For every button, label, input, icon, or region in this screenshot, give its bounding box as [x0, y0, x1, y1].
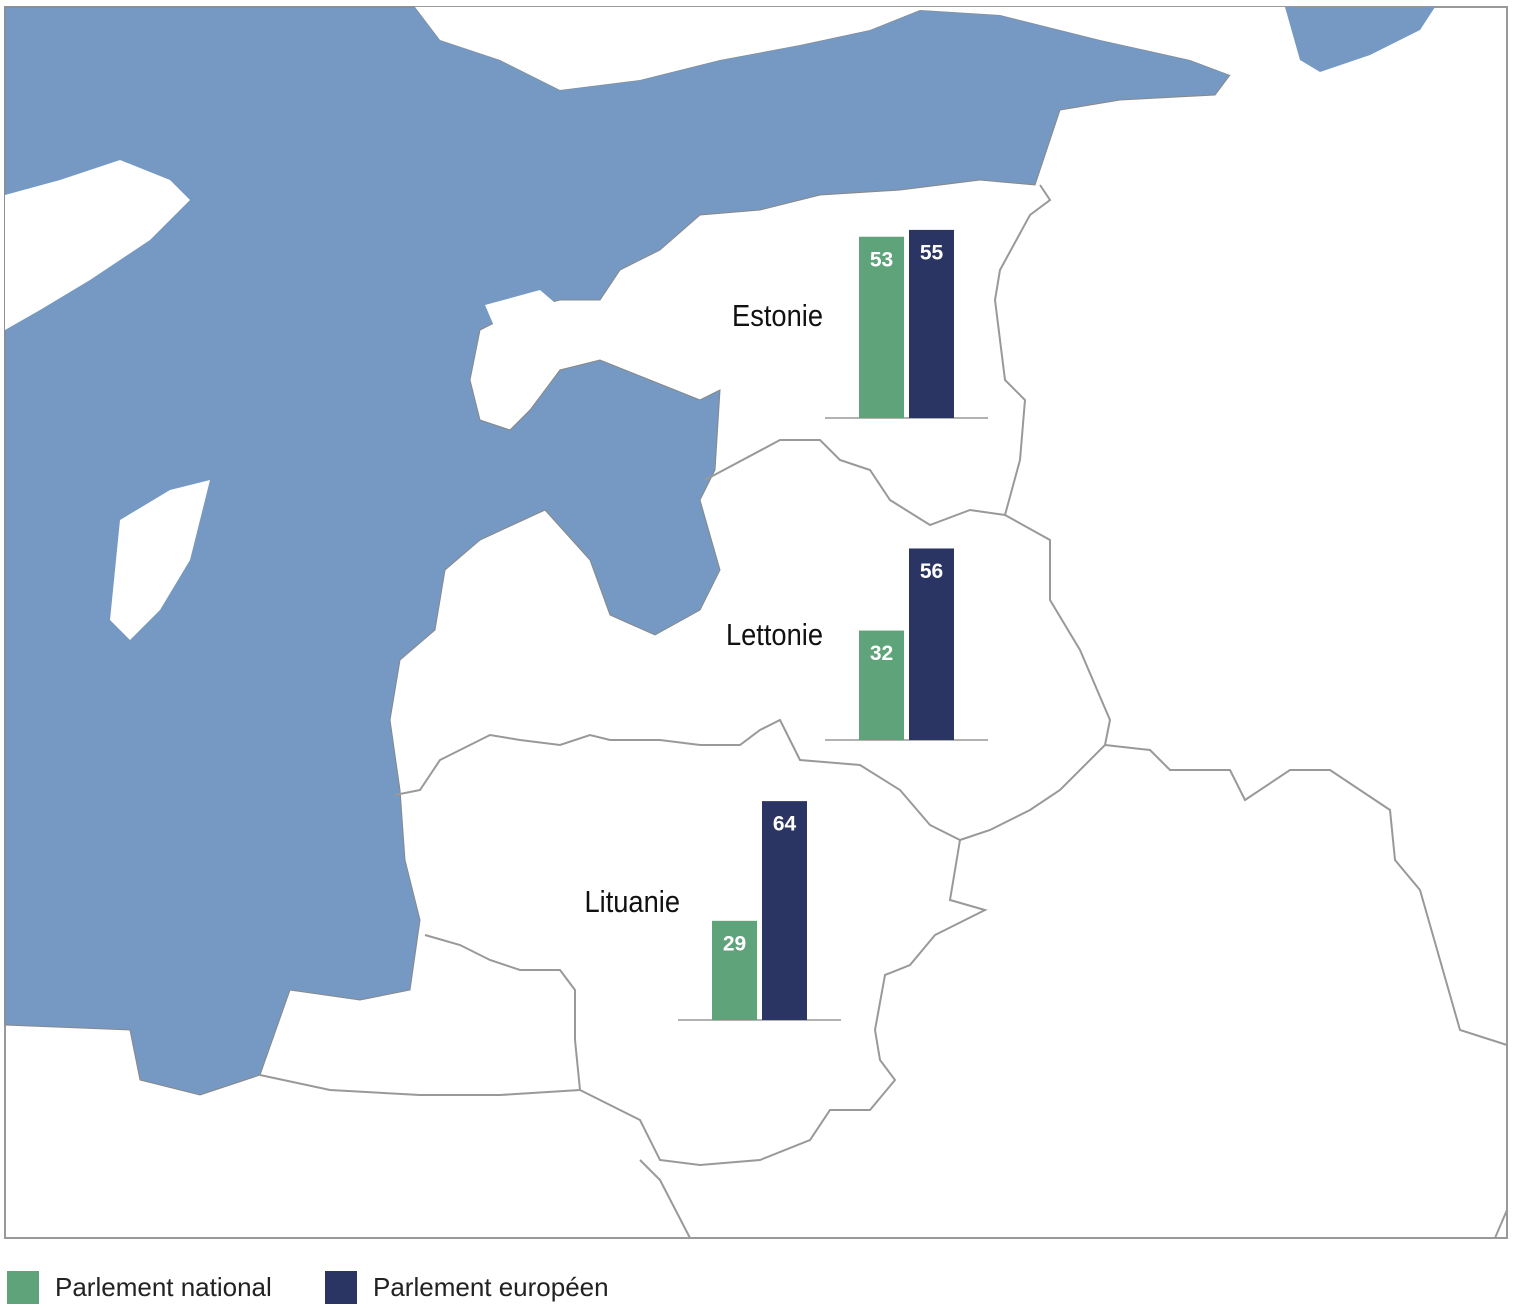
border [639, 1159, 691, 1239]
border [394, 514, 1112, 842]
charts: Estonie 53 55 Lettonie 32 56 Lituanie 29 64 [584, 229, 988, 1021]
border [1494, 1209, 1508, 1239]
value-label: 29 [723, 932, 746, 955]
value-label: 53 [870, 248, 893, 271]
legend-swatch [7, 1271, 39, 1304]
sweden-land [5, 160, 190, 330]
value-label: 32 [870, 642, 893, 665]
island [110, 480, 210, 640]
bar [762, 801, 807, 1020]
value-label: 56 [920, 560, 943, 583]
border [1104, 744, 1508, 1046]
value-label: 55 [920, 241, 944, 264]
finland-land [415, 7, 1300, 90]
bar [909, 548, 954, 740]
border [424, 839, 988, 1167]
map [4, 6, 1508, 1239]
island [485, 290, 575, 345]
border [259, 1074, 581, 1096]
legend-swatch [325, 1271, 357, 1304]
country-label: Lituanie [584, 886, 680, 920]
value-label: 64 [773, 813, 797, 836]
bar [712, 920, 757, 1020]
bar [859, 236, 904, 418]
bar [909, 229, 954, 418]
legend-label: Parlement européen [373, 1272, 609, 1302]
country-label: Lettonie [726, 619, 823, 653]
lake [1285, 7, 1435, 72]
bar [859, 630, 904, 740]
country-label: Estonie [732, 300, 823, 334]
legend-label: Parlement national [55, 1272, 272, 1302]
legend: Parlement national Parlement européen [7, 1271, 609, 1304]
